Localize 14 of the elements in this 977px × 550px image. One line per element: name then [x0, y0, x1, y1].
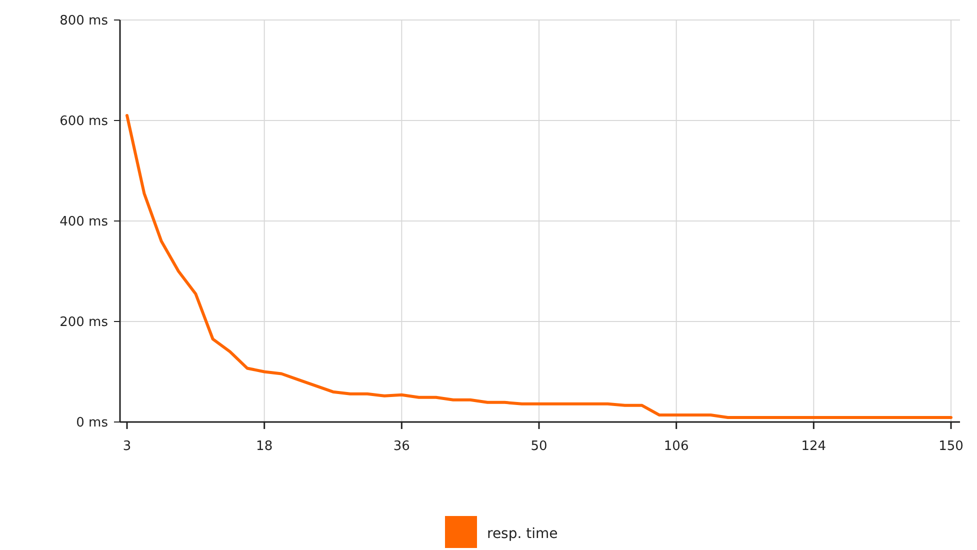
x-tick-label: 50 [530, 439, 548, 454]
x-tick-label: 150 [938, 439, 964, 454]
x-tick-label: 36 [393, 439, 410, 454]
legend-label: resp. time [487, 526, 558, 542]
x-tick-label: 3 [122, 439, 132, 454]
y-tick-label: 400 ms [60, 214, 108, 230]
line-series [126, 114, 952, 419]
x-tick-label: 124 [801, 439, 826, 454]
y-tick-label: 800 ms [60, 14, 108, 29]
y-tick-label: 200 ms [60, 315, 108, 330]
x-tick-label: 18 [256, 439, 273, 454]
y-tick-label: 600 ms [60, 114, 108, 130]
y-tick-label: 0 ms [76, 416, 108, 431]
x-tick-label: 106 [664, 439, 689, 454]
